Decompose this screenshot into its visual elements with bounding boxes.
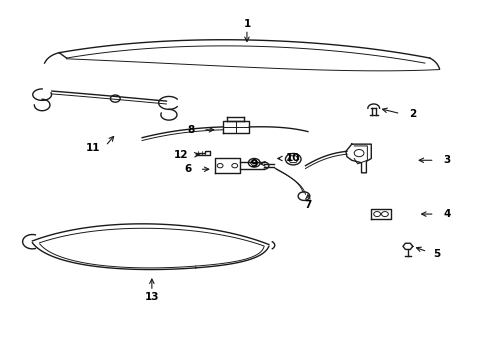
Text: 2: 2 [408, 109, 415, 119]
Text: 3: 3 [442, 155, 449, 165]
Text: 13: 13 [144, 292, 159, 302]
Text: 1: 1 [243, 19, 250, 29]
Text: 9: 9 [250, 159, 257, 169]
Text: 12: 12 [174, 150, 188, 160]
Text: 4: 4 [442, 209, 449, 219]
Text: 11: 11 [86, 143, 101, 153]
Text: 10: 10 [285, 153, 300, 163]
Text: 8: 8 [187, 125, 194, 135]
Text: 7: 7 [304, 200, 311, 210]
Text: 5: 5 [432, 248, 440, 258]
Text: 6: 6 [184, 164, 192, 174]
